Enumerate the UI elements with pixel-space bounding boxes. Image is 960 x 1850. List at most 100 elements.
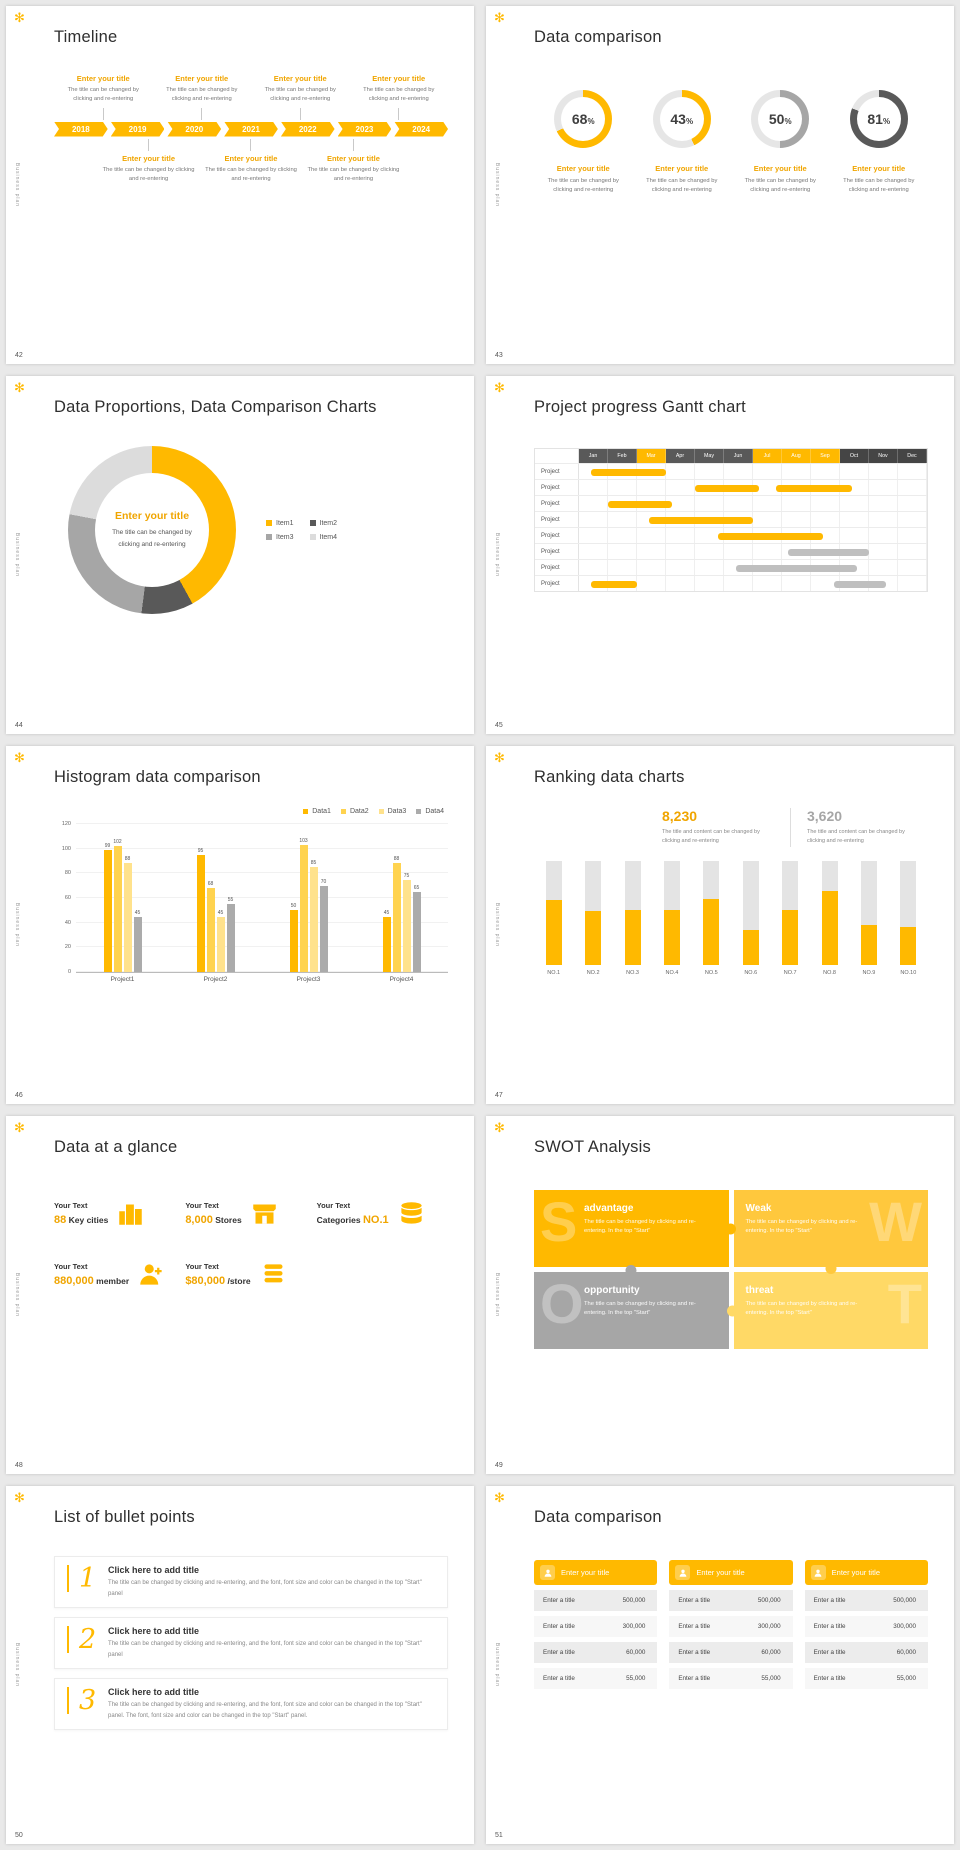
card-row[interactable]: Enter a title 60,000 xyxy=(669,1642,793,1663)
gantt-bar[interactable] xyxy=(787,548,869,556)
card-row[interactable]: Enter a title 60,000 xyxy=(804,1642,928,1663)
gantt-bar[interactable] xyxy=(590,580,637,588)
progress-ring-block[interactable]: 50% Enter your title The title can be ch… xyxy=(731,90,830,196)
legend-item[interactable]: Data2 xyxy=(340,808,369,815)
slide-47[interactable]: ✻ Business plan Ranking data charts 8,23… xyxy=(486,746,954,1104)
histogram-bar[interactable] xyxy=(412,891,421,972)
card-row[interactable]: Enter a title 500,000 xyxy=(534,1590,658,1611)
slide-49[interactable]: ✻ Business plan SWOT Analysis S advantag… xyxy=(486,1116,954,1474)
stat-block[interactable]: Your Text 88 Key cities xyxy=(54,1200,185,1227)
gantt-bar[interactable] xyxy=(834,580,887,588)
timeline-entry[interactable]: Enter your title The title can be change… xyxy=(153,74,252,120)
progress-ring-block[interactable]: 43% Enter your title The title can be ch… xyxy=(633,90,732,196)
year-chip[interactable]: 2018 xyxy=(54,122,108,137)
slide-50[interactable]: ✻ Business plan List of bullet points 1 … xyxy=(6,1486,474,1844)
histogram-bar[interactable] xyxy=(103,849,112,972)
progress-ring-block[interactable]: 68% Enter your title The title can be ch… xyxy=(534,90,633,196)
slide-44[interactable]: ✻ Business plan Data Proportions, Data C… xyxy=(6,376,474,734)
gantt-bar[interactable] xyxy=(648,516,753,524)
histogram-bar[interactable] xyxy=(206,888,215,972)
card-row[interactable]: Enter a title 60,000 xyxy=(534,1642,658,1663)
slide-51[interactable]: ✻ Business plan Data comparison Enter yo… xyxy=(486,1486,954,1844)
histogram-bar[interactable] xyxy=(289,910,298,972)
year-chip[interactable]: 2021 xyxy=(224,122,278,137)
stat-block[interactable]: Your Text $80,000 /store xyxy=(185,1261,316,1288)
ranking-bar[interactable] xyxy=(900,927,917,965)
card-row[interactable]: Enter a title 500,000 xyxy=(669,1590,793,1611)
stat-block[interactable]: Your Text 880,000 member xyxy=(54,1261,185,1288)
gantt-bar[interactable] xyxy=(695,484,759,492)
swot-strengths-cell[interactable]: S advantage The title can be changed by … xyxy=(534,1190,736,1267)
timeline-entry[interactable]: Enter your title The title can be change… xyxy=(302,138,404,185)
ranking-bar[interactable] xyxy=(545,900,562,965)
card-row[interactable]: Enter a title 55,000 xyxy=(804,1668,928,1689)
comparison-card[interactable]: Enter your title Enter a title 500,000 En… xyxy=(804,1560,928,1689)
legend-item[interactable]: Data4 xyxy=(416,808,444,815)
card-row[interactable]: Enter a title 55,000 xyxy=(534,1668,658,1689)
card-row[interactable]: Enter a title 55,000 xyxy=(669,1668,793,1689)
histogram-bar[interactable] xyxy=(216,916,225,972)
bullet-item[interactable]: 1 Click here to add title The title can … xyxy=(54,1556,448,1608)
timeline-entry[interactable]: Enter your title The title can be change… xyxy=(200,138,302,185)
bullet-item[interactable]: 3 Click here to add title The title can … xyxy=(54,1678,448,1730)
histogram-bar[interactable] xyxy=(113,846,122,972)
year-chip[interactable]: 2019 xyxy=(111,122,165,137)
ranking-stat-block[interactable]: 3,620 The title and content can be chang… xyxy=(807,808,919,847)
ranking-bar[interactable] xyxy=(624,909,641,965)
card-row[interactable]: Enter a title 300,000 xyxy=(804,1616,928,1637)
legend-item[interactable]: Data3 xyxy=(378,808,406,815)
slide-45[interactable]: ✻ Business plan Project progress Gantt c… xyxy=(486,376,954,734)
ranking-bar[interactable] xyxy=(860,925,877,965)
histogram-bar[interactable] xyxy=(196,854,205,972)
histogram-bar[interactable] xyxy=(309,867,318,972)
gantt-bar[interactable] xyxy=(776,484,852,492)
histogram-bar[interactable] xyxy=(392,863,401,972)
bullet-item[interactable]: 2 Click here to add title The title can … xyxy=(54,1617,448,1669)
ranking-bar[interactable] xyxy=(585,910,602,965)
comparison-card[interactable]: Enter your title Enter a title 500,000 En… xyxy=(669,1560,793,1689)
gantt-bar[interactable] xyxy=(735,564,858,572)
swot-weaknesses-cell[interactable]: W Weak The title can be changed by click… xyxy=(733,1190,928,1274)
histogram-bar[interactable] xyxy=(123,863,132,972)
legend-item[interactable]: Item1 xyxy=(266,520,294,527)
slide-46[interactable]: ✻ Business plan Histogram data compariso… xyxy=(6,746,474,1104)
ranking-bar[interactable] xyxy=(821,890,838,965)
year-chip[interactable]: 2022 xyxy=(281,122,335,137)
legend-item[interactable]: Item2 xyxy=(309,520,337,527)
timeline-entry[interactable]: Enter your title The title can be change… xyxy=(251,74,350,120)
stat-block[interactable]: Your Text Categories NO.1 xyxy=(317,1200,448,1227)
timeline-entry[interactable]: Enter your title The title can be change… xyxy=(54,74,153,120)
year-chip[interactable]: 2024 xyxy=(394,122,448,137)
histogram-bar[interactable] xyxy=(299,844,308,972)
histogram-bar[interactable] xyxy=(133,916,142,972)
gantt-bar[interactable] xyxy=(718,532,823,540)
slide-43[interactable]: ✻ Business plan Data comparison 68% Ente… xyxy=(486,6,954,364)
year-chip[interactable]: 2023 xyxy=(338,122,392,137)
timeline-entry[interactable]: Enter your title The title can be change… xyxy=(350,74,449,120)
year-chip[interactable]: 2020 xyxy=(167,122,221,137)
stat-block[interactable]: Your Text 8,000 Stores xyxy=(185,1200,316,1227)
ranking-bar[interactable] xyxy=(742,930,759,965)
histogram-bar[interactable] xyxy=(382,916,391,972)
progress-ring-block[interactable]: 81% Enter your title The title can be ch… xyxy=(830,90,929,196)
swot-opportunities-cell[interactable]: O opportunity The title can be changed b… xyxy=(534,1265,729,1349)
card-row[interactable]: Enter a title 500,000 xyxy=(804,1590,928,1611)
histogram-bar[interactable] xyxy=(226,904,235,972)
slide-48[interactable]: ✻ Business plan Data at a glance Your Te… xyxy=(6,1116,474,1474)
slide-42[interactable]: ✻ Business plan Timeline Enter your titl… xyxy=(6,6,474,364)
timeline-entry[interactable]: Enter your title The title can be change… xyxy=(97,138,199,185)
gantt-bar[interactable] xyxy=(608,500,672,508)
legend-item[interactable]: Item3 xyxy=(266,534,294,541)
histogram-bar[interactable] xyxy=(319,885,328,972)
ranking-bar[interactable] xyxy=(663,909,680,965)
ranking-stat-block[interactable]: 8,230 The title and content can be chang… xyxy=(662,808,774,847)
ranking-bar[interactable] xyxy=(782,909,799,965)
card-row[interactable]: Enter a title 300,000 xyxy=(669,1616,793,1637)
legend-item[interactable]: Data1 xyxy=(303,808,331,815)
comparison-card[interactable]: Enter your title Enter a title 500,000 En… xyxy=(534,1560,658,1689)
swot-threats-cell[interactable]: T threat The title can be changed by cli… xyxy=(726,1272,928,1349)
gantt-bar[interactable] xyxy=(590,468,666,476)
card-row[interactable]: Enter a title 300,000 xyxy=(534,1616,658,1637)
ranking-bar[interactable] xyxy=(703,899,720,965)
histogram-bar[interactable] xyxy=(402,879,411,972)
